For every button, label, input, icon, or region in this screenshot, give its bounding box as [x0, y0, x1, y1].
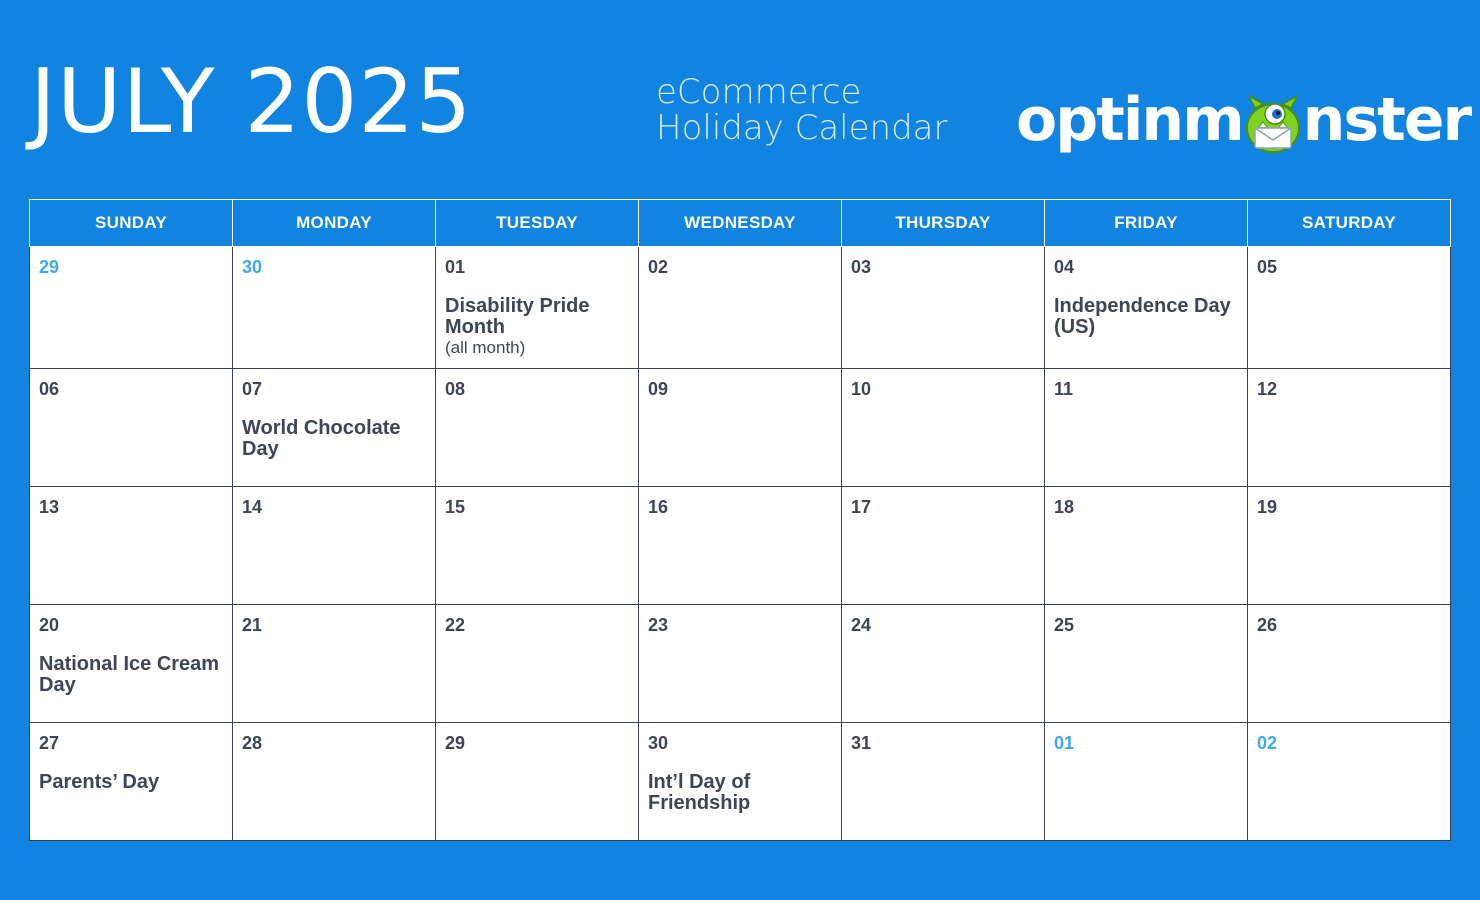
- calendar-day-cell: 18: [1044, 486, 1248, 605]
- day-number: 25: [1054, 615, 1075, 635]
- calendar-day-cell: 28: [232, 722, 436, 841]
- day-number: 16: [648, 497, 669, 517]
- holiday-event-title: Independence Day (US): [1054, 295, 1231, 338]
- calendar-day-cell: 01: [1044, 722, 1248, 841]
- day-number: 12: [1257, 379, 1278, 399]
- weekday-saturday: SATURDAY: [1247, 199, 1451, 247]
- holiday-event-title: National Ice Cream Day: [39, 653, 220, 696]
- calendar-day-cell: 22: [435, 604, 639, 723]
- weekday-friday: FRIDAY: [1044, 199, 1248, 247]
- calendar-day-cell: 05: [1247, 246, 1451, 369]
- day-number: 02: [1257, 733, 1278, 753]
- day-number: 01: [445, 257, 466, 277]
- logo-text-right: nster: [1302, 85, 1472, 155]
- day-number: 30: [242, 257, 263, 277]
- day-number: 10: [851, 379, 872, 399]
- calendar-day-cell: 23: [638, 604, 842, 723]
- calendar-day-cell: 31: [841, 722, 1045, 841]
- calendar-day-cell: 13: [29, 486, 233, 605]
- calendar-day-cell: 01 Disability Pride Month (all month): [435, 246, 639, 369]
- calendar-day-cell: 30: [232, 246, 436, 369]
- calendar-week-row: 29 30 01 Disability Pride Month (all month) 0…: [29, 246, 1451, 369]
- day-number: 23: [648, 615, 669, 635]
- holiday-event-title: World Chocolate Day: [242, 417, 401, 460]
- calendar-day-cell: 21: [232, 604, 436, 723]
- day-number: 31: [851, 733, 872, 753]
- day-number: 09: [648, 379, 669, 399]
- calendar-day-cell: 16: [638, 486, 842, 605]
- calendar-subtitle: eCommerce Holiday Calendar: [656, 74, 948, 146]
- calendar-day-cell: 04 Independence Day (US): [1044, 246, 1248, 369]
- day-number: 29: [445, 733, 466, 753]
- holiday-event-title: Disability Pride Month: [445, 295, 590, 338]
- day-number: 26: [1257, 615, 1278, 635]
- calendar-day-cell: 29: [435, 722, 639, 841]
- calendar-day-cell: 19: [1247, 486, 1451, 605]
- day-number: 07: [242, 379, 263, 399]
- calendar-day-cell: 30 Int’l Day of Friendship: [638, 722, 842, 841]
- weekday-sunday: SUNDAY: [29, 199, 233, 247]
- calendar-day-cell: 07 World Chocolate Day: [232, 368, 436, 487]
- day-number: 01: [1054, 733, 1075, 753]
- day-number: 19: [1257, 497, 1278, 517]
- calendar-day-cell: 15: [435, 486, 639, 605]
- day-number: 06: [39, 379, 60, 399]
- calendar-day-cell: 24: [841, 604, 1045, 723]
- weekday-monday: MONDAY: [232, 199, 436, 247]
- calendar-day-cell: 27 Parents’ Day: [29, 722, 233, 841]
- calendar-week-row: 06 07 World Chocolate Day 08 09 10 11 12: [29, 368, 1451, 487]
- day-number: 08: [445, 379, 466, 399]
- optinmonster-logo: optinm nster: [1016, 85, 1472, 155]
- weekday-header-row: SUNDAY MONDAY TUESDAY WEDNESDAY THURSDAY…: [29, 199, 1451, 247]
- day-number: 22: [445, 615, 466, 635]
- day-number: 29: [39, 257, 60, 277]
- day-number: 14: [242, 497, 263, 517]
- holiday-event-note: (all month): [445, 338, 526, 357]
- holiday-event-title: Parents’ Day: [39, 771, 160, 793]
- day-number: 28: [242, 733, 263, 753]
- green-monster-mascot-icon: [1241, 94, 1305, 156]
- calendar-day-cell: 10: [841, 368, 1045, 487]
- weekday-thursday: THURSDAY: [841, 199, 1045, 247]
- day-number: 24: [851, 615, 872, 635]
- day-number: 17: [851, 497, 872, 517]
- day-number: 13: [39, 497, 60, 517]
- day-number: 03: [851, 257, 872, 277]
- calendar-day-cell: 12: [1247, 368, 1451, 487]
- calendar-week-row: 13 14 15 16 17 18 19: [29, 486, 1451, 605]
- day-number: 04: [1054, 257, 1075, 277]
- day-number: 27: [39, 733, 60, 753]
- subtitle-line-2: Holiday Calendar: [656, 108, 948, 148]
- day-number: 18: [1054, 497, 1075, 517]
- calendar-day-cell: 03: [841, 246, 1045, 369]
- calendar-day-cell: 02: [638, 246, 842, 369]
- logo-text-left: optinm: [1016, 85, 1245, 155]
- calendar-grid: SUNDAY MONDAY TUESDAY WEDNESDAY THURSDAY…: [29, 199, 1451, 841]
- calendar-day-cell: 06: [29, 368, 233, 487]
- subtitle-line-1: eCommerce: [656, 72, 862, 112]
- day-number: 20: [39, 615, 60, 635]
- calendar-week-row: 27 Parents’ Day 28 29 30 Int’l Day of Friends…: [29, 722, 1451, 841]
- page-title: JULY 2025: [30, 50, 473, 153]
- day-number: 02: [648, 257, 669, 277]
- day-number: 21: [242, 615, 263, 635]
- calendar-day-cell: 17: [841, 486, 1045, 605]
- weekday-tuesday: TUESDAY: [435, 199, 639, 247]
- day-number: 15: [445, 497, 466, 517]
- calendar-day-cell: 25: [1044, 604, 1248, 723]
- calendar-day-cell: 09: [638, 368, 842, 487]
- day-number: 30: [648, 733, 669, 753]
- day-number: 11: [1054, 379, 1074, 399]
- calendar-day-cell: 02: [1247, 722, 1451, 841]
- calendar-day-cell: 08: [435, 368, 639, 487]
- calendar-day-cell: 11: [1044, 368, 1248, 487]
- holiday-event-title: Int’l Day of Friendship: [648, 771, 751, 814]
- calendar-week-row: 20 National Ice Cream Day 21 22 23 24 25 26: [29, 604, 1451, 723]
- calendar-day-cell: 26: [1247, 604, 1451, 723]
- day-number: 05: [1257, 257, 1278, 277]
- calendar-day-cell: 29: [29, 246, 233, 369]
- weekday-wednesday: WEDNESDAY: [638, 199, 842, 247]
- calendar-day-cell: 14: [232, 486, 436, 605]
- calendar-day-cell: 20 National Ice Cream Day: [29, 604, 233, 723]
